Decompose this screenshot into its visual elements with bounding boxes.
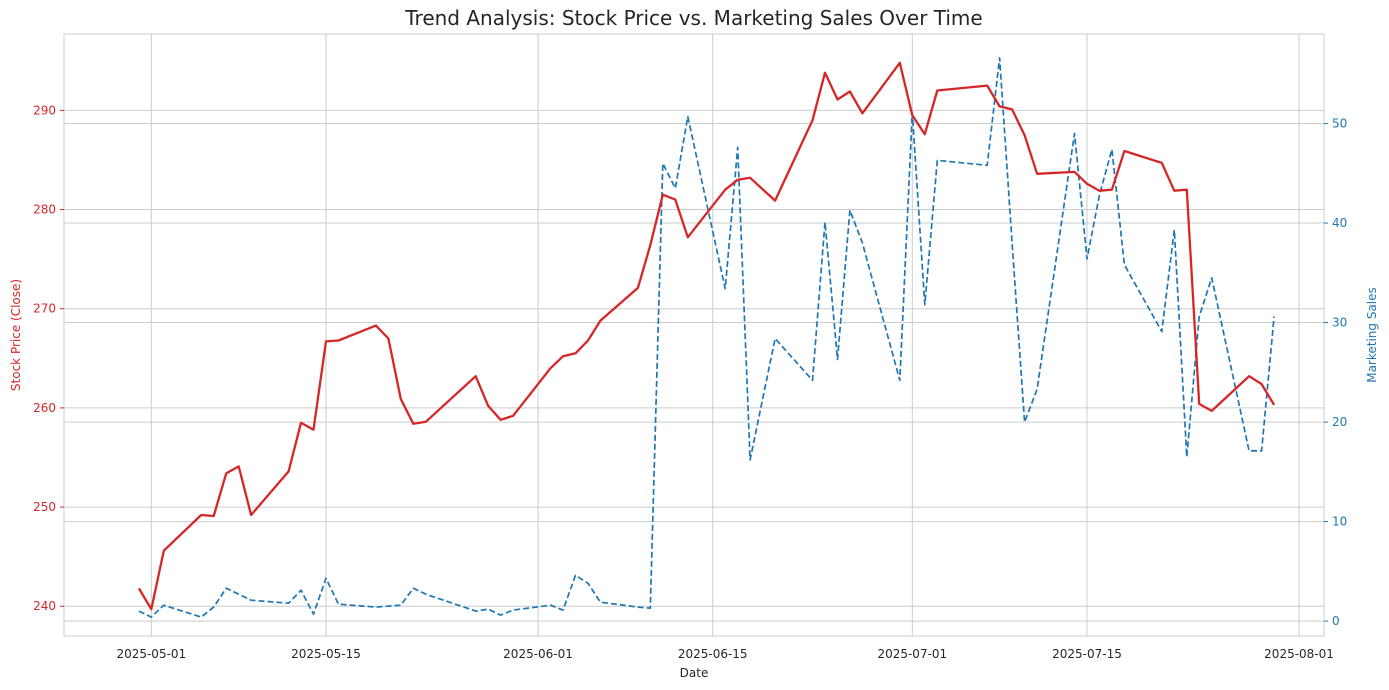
right-tick-label: 20 [1332,415,1347,429]
x-tick-label: 2025-05-15 [291,647,361,661]
x-axis-label: Date [680,666,709,680]
right-tick-label: 40 [1332,216,1347,230]
left-tick-label: 250 [33,500,56,514]
stock-price-line [137,61,1276,611]
left-tick-label: 280 [33,203,56,217]
plot-frame [63,33,1325,637]
grid-lines [64,34,1324,636]
chart-title: Trend Analysis: Stock Price vs. Marketin… [404,6,982,30]
right-tick-label: 30 [1332,316,1347,330]
left-tick-label: 290 [33,103,56,117]
right-y-axis-label: Marketing Sales [1365,287,1379,383]
series-lines [137,57,1276,618]
x-ticks: 2025-05-01 2025-05-15 2025-06-01 2025-06-15… [116,647,1333,661]
left-y-axis-label: Stock Price (Close) [9,279,23,391]
x-tick-label: 2025-07-01 [877,647,947,661]
x-tick-label: 2025-08-01 [1264,647,1334,661]
left-tick-label: 240 [33,599,56,613]
x-tick-label: 2025-07-15 [1052,647,1122,661]
right-y-ticks: 0 10 20 30 40 50 [1324,117,1347,628]
x-tick-label: 2025-05-01 [116,647,186,661]
right-tick-label: 10 [1332,515,1347,529]
left-y-ticks: 240 250 260 270 280 290 [33,103,64,613]
left-tick-label: 270 [33,302,56,316]
left-tick-label: 260 [33,401,56,415]
marketing-sales-line [138,57,1275,618]
x-tick-label: 2025-06-15 [678,647,748,661]
x-tick-label: 2025-06-01 [503,647,573,661]
right-tick-label: 50 [1332,117,1347,131]
right-tick-label: 0 [1332,614,1340,628]
